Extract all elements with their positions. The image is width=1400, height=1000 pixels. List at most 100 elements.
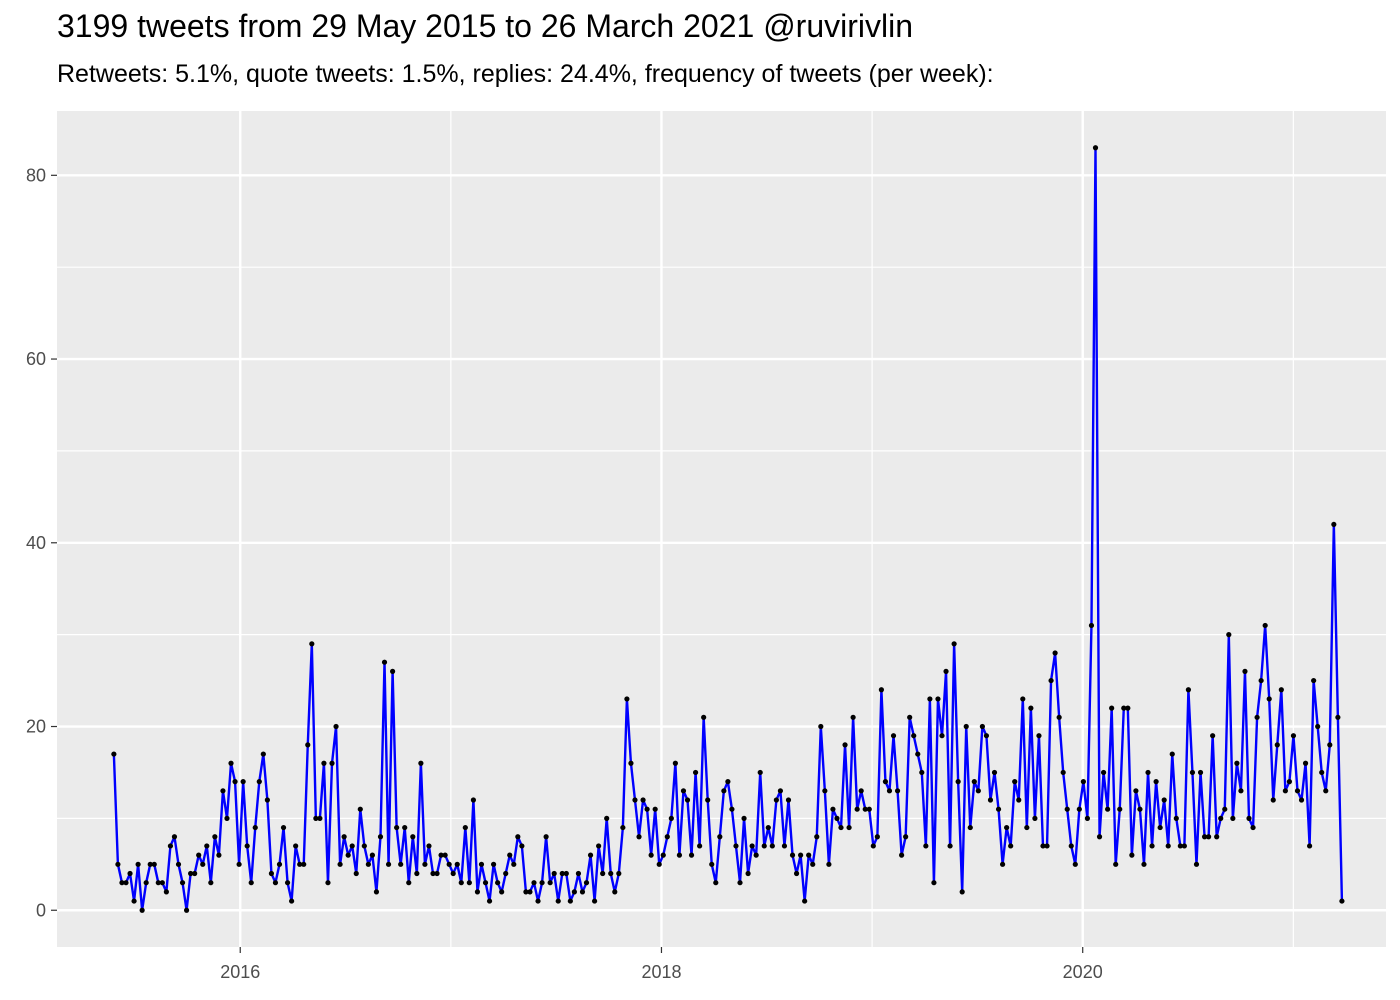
data-point — [858, 788, 864, 794]
data-point — [1290, 733, 1297, 739]
data-point — [903, 834, 909, 840]
data-point — [798, 852, 804, 858]
data-point — [337, 861, 343, 867]
data-point — [1133, 788, 1139, 794]
data-point — [616, 870, 622, 877]
data-point — [539, 880, 545, 886]
data-point — [1008, 843, 1014, 849]
data-point — [519, 843, 525, 849]
data-point — [482, 880, 489, 886]
data-point — [866, 806, 872, 812]
data-point — [381, 659, 388, 665]
data-point — [272, 880, 279, 886]
data-point — [947, 843, 953, 849]
data-point — [1149, 843, 1155, 849]
data-point — [547, 880, 553, 886]
data-point — [268, 870, 275, 877]
data-point — [179, 880, 186, 886]
data-point — [676, 852, 683, 858]
data-point — [458, 880, 464, 886]
data-point — [402, 824, 408, 831]
data-point — [761, 843, 767, 849]
data-point — [1036, 733, 1042, 739]
data-point — [1004, 824, 1010, 831]
data-point — [697, 843, 703, 849]
data-point — [252, 824, 258, 831]
data-point — [1129, 852, 1135, 858]
data-point — [297, 861, 303, 867]
data-point — [1201, 834, 1208, 840]
data-point — [923, 843, 929, 849]
data-point — [131, 898, 137, 904]
y-tick-label: 80 — [26, 165, 46, 185]
data-point — [373, 889, 380, 895]
data-point — [911, 733, 917, 739]
data-point — [575, 870, 582, 877]
data-point — [1092, 145, 1099, 151]
data-point — [773, 797, 779, 803]
data-point — [1020, 696, 1026, 702]
data-point — [620, 824, 626, 831]
data-point — [781, 843, 788, 849]
data-point — [975, 788, 981, 794]
data-point — [1185, 687, 1192, 693]
data-point — [200, 861, 206, 867]
data-point — [874, 834, 880, 840]
data-point — [830, 806, 836, 812]
data-point — [1234, 760, 1240, 766]
data-point — [967, 824, 973, 831]
data-point — [1032, 815, 1038, 821]
data-point — [147, 861, 153, 867]
data-point — [604, 815, 610, 821]
data-point — [1189, 769, 1196, 776]
data-point — [1157, 824, 1163, 831]
data-point — [600, 870, 606, 877]
data-point — [709, 861, 715, 867]
data-point — [571, 889, 577, 895]
data-point — [183, 907, 190, 913]
data-point — [555, 898, 561, 904]
data-point — [684, 797, 691, 803]
data-point — [450, 870, 456, 877]
data-point — [870, 843, 876, 849]
data-point — [1197, 769, 1204, 776]
data-point — [1177, 843, 1183, 849]
data-point — [414, 870, 420, 877]
data-point — [276, 861, 283, 867]
data-point — [963, 723, 969, 730]
data-point — [1056, 714, 1062, 720]
data-point — [398, 861, 404, 867]
data-point — [171, 834, 178, 840]
data-point — [1294, 788, 1301, 794]
data-point — [769, 843, 775, 849]
data-point — [862, 806, 868, 812]
x-tick-label: 2018 — [641, 962, 681, 982]
data-point — [434, 870, 440, 877]
data-point — [1282, 788, 1288, 794]
data-point — [260, 751, 266, 757]
data-point — [785, 797, 792, 803]
data-point — [1327, 742, 1333, 748]
data-point — [284, 880, 291, 886]
data-point — [1323, 788, 1329, 794]
data-point — [648, 852, 654, 858]
data-point — [208, 880, 214, 886]
x-axis: 2016 2018 2020 — [220, 947, 1103, 982]
data-point — [729, 806, 735, 812]
data-point — [680, 788, 687, 794]
data-point — [1072, 861, 1078, 867]
data-point — [1064, 806, 1070, 812]
data-point — [939, 733, 945, 739]
y-tick-label: 0 — [36, 900, 46, 920]
data-point — [1250, 824, 1256, 831]
data-point — [907, 714, 913, 720]
data-point — [111, 751, 117, 757]
data-point — [119, 880, 125, 886]
data-point — [1169, 751, 1175, 757]
data-point — [212, 834, 218, 840]
data-point — [394, 824, 400, 831]
data-point — [1109, 705, 1115, 711]
data-point — [438, 852, 444, 858]
data-point — [535, 898, 541, 904]
